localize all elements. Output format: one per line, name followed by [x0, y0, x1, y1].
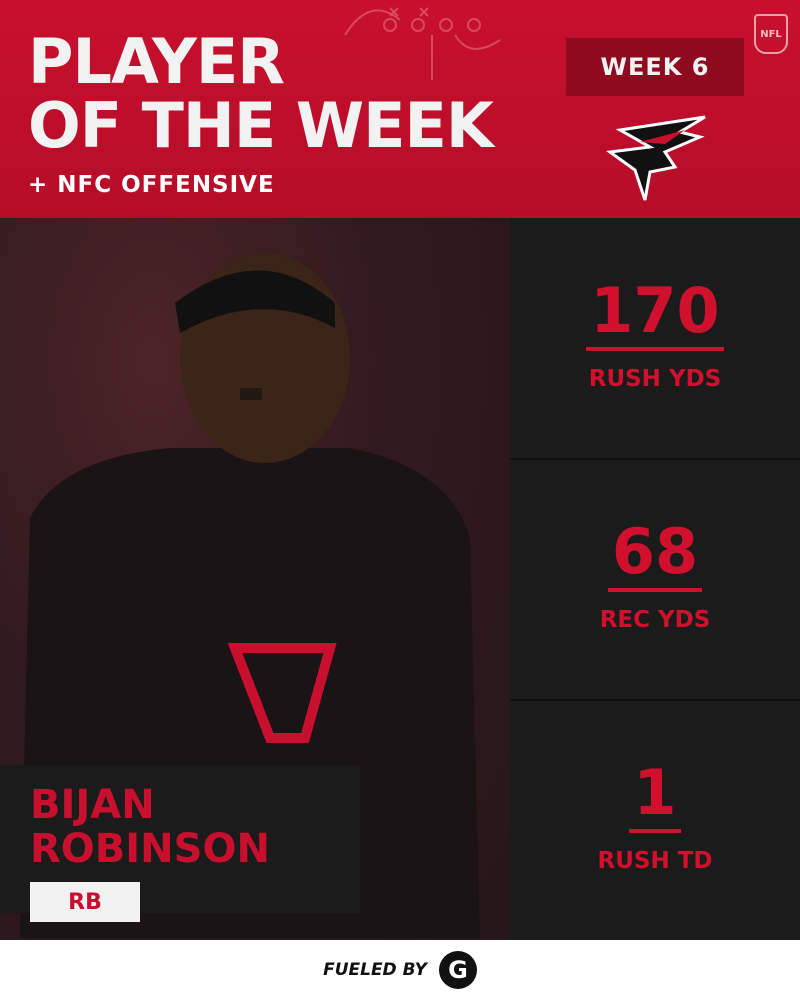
footer-text: FUELED BY — [323, 960, 427, 980]
player-photo: BIJAN ROBINSON RB 7 — [0, 218, 510, 940]
stat-number: 68 — [607, 515, 703, 592]
stat: 1 RUSH TD — [510, 700, 800, 940]
position-badge: RB — [30, 882, 140, 922]
name-line: ROBINSON — [30, 826, 270, 872]
stat-label: RUSH YDS — [588, 366, 722, 392]
name-box: BIJAN ROBINSON RB — [0, 765, 360, 922]
player-name: BIJAN ROBINSON — [30, 783, 270, 871]
stat: 170 RUSH YDS — [510, 218, 800, 460]
stats-panel: 170 RUSH YDS 68 REC YDS 1 RUSH TD — [510, 218, 800, 940]
week-badge: WEEK 6 — [566, 38, 744, 96]
play-diagram — [344, 7, 706, 201]
sponsor-logo: G — [438, 951, 477, 989]
footer: FUELED BY G — [0, 940, 800, 1000]
stat-label: REC YDS — [599, 607, 711, 633]
stat-number: 1 — [629, 756, 681, 833]
header: PLAYER OF THE WEEK + NFC OFFENSIVE WEEK … — [0, 0, 800, 218]
name-line: BIJAN — [30, 782, 155, 828]
stat-value: 170 — [510, 274, 800, 351]
title-line: PLAYER — [28, 25, 285, 98]
stat: 68 REC YDS — [510, 459, 800, 701]
stat-value: 1 — [510, 756, 800, 833]
title-line: OF THE WEEK — [28, 89, 494, 162]
title: PLAYER OF THE WEEK — [28, 25, 494, 162]
subtitle: + NFC OFFENSIVE — [28, 172, 275, 198]
stat-value: 68 — [510, 515, 800, 592]
stat-label: RUSH TD — [597, 848, 713, 874]
stat-number: 170 — [586, 274, 724, 351]
league-logo: NFL — [754, 14, 788, 54]
